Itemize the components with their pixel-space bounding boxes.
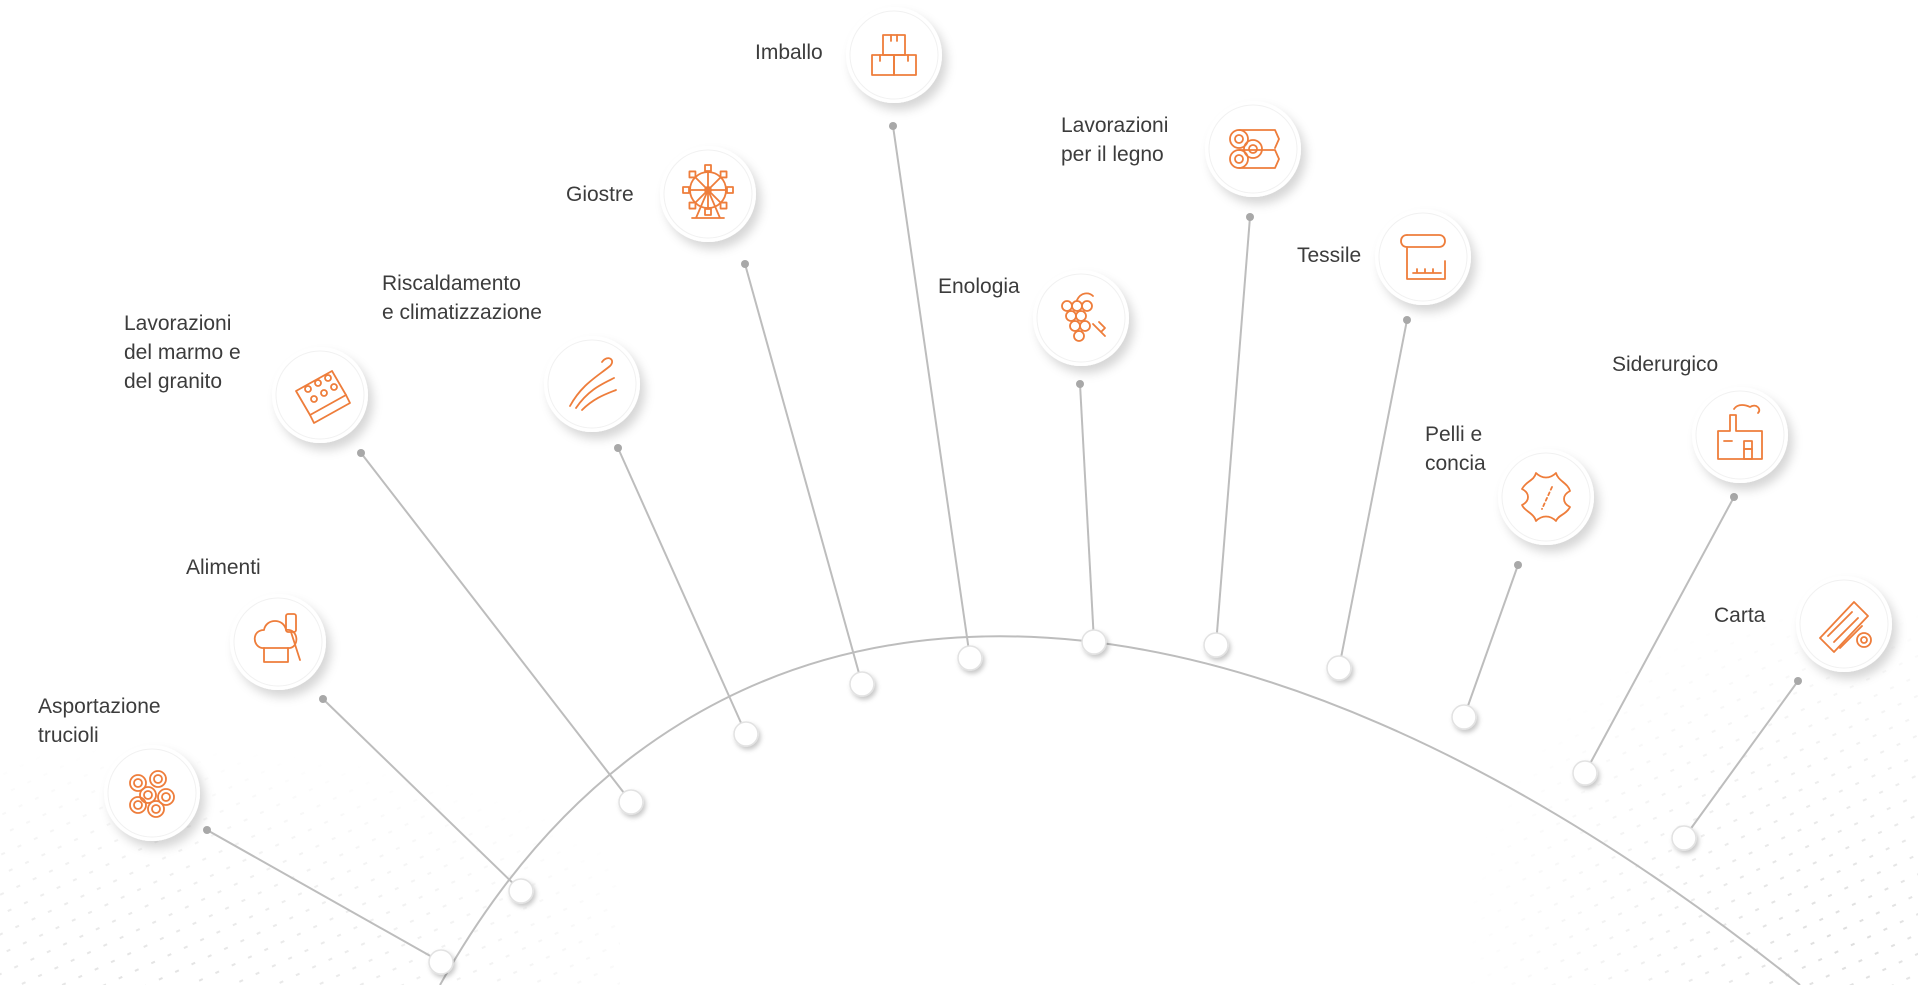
connector-dot-giostre [741, 260, 749, 268]
timeline-node-enologia[interactable] [1081, 629, 1107, 655]
sector-label-giostre[interactable]: Giostre [566, 183, 634, 206]
connector-dot-imballo [889, 122, 897, 130]
timeline-node-carta[interactable] [1671, 825, 1697, 851]
timeline-node-giostre[interactable] [849, 671, 875, 697]
sector-label-tessile[interactable]: Tessile [1297, 244, 1362, 267]
sector-badge-asportazione-trucioli[interactable] [104, 745, 200, 841]
boxes-icon [871, 34, 917, 76]
sector-label-siderurgico[interactable]: Siderurgico [1612, 353, 1719, 376]
sector-badge-giostre[interactable] [660, 146, 756, 242]
sector-label-marmo-granito[interactable]: Lavorazioni del marmo e del granito [124, 312, 241, 393]
connector-line-carta [1683, 680, 1799, 839]
sector-badge-legno[interactable] [1205, 101, 1301, 197]
sector-badge-enologia[interactable] [1033, 270, 1129, 366]
connector-line-alimenti [322, 698, 522, 892]
timeline-node-riscaldamento[interactable] [733, 721, 759, 747]
sector-badge-tessile[interactable] [1375, 209, 1471, 305]
connector-line-giostre [744, 263, 863, 685]
sector-label-alimenti[interactable]: Alimenti [186, 556, 261, 579]
connector-line-pelli-concia [1463, 564, 1519, 718]
connector-dot-legno [1246, 213, 1254, 221]
connector-line-imballo [892, 125, 971, 659]
sector-label-carta[interactable]: Carta [1714, 604, 1766, 627]
sector-badge-riscaldamento[interactable] [544, 336, 640, 432]
timeline-node-legno[interactable] [1203, 632, 1229, 658]
connector-line-marmo-granito [360, 452, 632, 803]
connector-dot-alimenti [319, 695, 327, 703]
connector-line-tessile [1338, 319, 1408, 669]
ferris-wheel-icon [682, 164, 734, 219]
sector-badge-alimenti[interactable] [230, 594, 326, 690]
sector-label-legno[interactable]: Lavorazioni per il legno [1061, 114, 1169, 166]
logs-icon [1229, 129, 1280, 169]
factory-icon [1717, 404, 1763, 460]
connector-line-riscaldamento [617, 447, 747, 735]
connector-line-legno [1215, 216, 1251, 646]
connector-dot-riscaldamento [614, 444, 622, 452]
timeline-node-alimenti[interactable] [508, 878, 534, 904]
sector-badge-imballo[interactable] [846, 7, 942, 103]
connector-dot-enologia [1076, 380, 1084, 388]
chef-hat-icon [253, 613, 301, 663]
arc-timeline [439, 635, 1801, 985]
air-flow-icon [569, 357, 617, 411]
shavings-icon [129, 770, 175, 818]
sector-label-pelli-concia[interactable]: Pelli e concia [1425, 423, 1486, 475]
timeline-node-asportazione-trucioli[interactable] [428, 949, 454, 975]
connector-dot-tessile [1403, 316, 1411, 324]
sector-label-asportazione-trucioli[interactable]: Asportazione trucioli [38, 695, 161, 747]
connector-line-asportazione-trucioli [206, 829, 442, 963]
paper-roll-icon [1819, 601, 1872, 653]
sector-label-enologia[interactable]: Enologia [938, 275, 1020, 298]
timeline-node-siderurgico[interactable] [1572, 760, 1598, 786]
sector-label-riscaldamento[interactable]: Riscaldamento e climatizzazione [382, 272, 542, 324]
connector-dot-carta [1794, 677, 1802, 685]
fabric-roll-icon [1400, 234, 1446, 280]
timeline-node-pelli-concia[interactable] [1451, 704, 1477, 730]
connector-line-enologia [1079, 383, 1095, 643]
sector-badge-carta[interactable] [1796, 576, 1892, 672]
connector-dot-siderurgico [1730, 493, 1738, 501]
sector-badge-pelli-concia[interactable] [1498, 449, 1594, 545]
stone-cutter-icon [295, 370, 351, 424]
connector-dot-pelli-concia [1514, 561, 1522, 569]
connector-dot-asportazione-trucioli [203, 826, 211, 834]
connector-line-siderurgico [1584, 496, 1735, 774]
leather-icon [1521, 472, 1571, 522]
connector-dot-marmo-granito [357, 449, 365, 457]
timeline-node-tessile[interactable] [1326, 655, 1352, 681]
sector-badge-siderurgico[interactable] [1692, 387, 1788, 483]
timeline-node-imballo[interactable] [957, 645, 983, 671]
sector-label-imballo[interactable]: Imballo [755, 41, 823, 64]
sector-badge-marmo-granito[interactable] [272, 347, 368, 443]
grapes-icon [1061, 292, 1106, 342]
dot-texture-left [0, 720, 620, 985]
timeline-node-marmo-granito[interactable] [618, 789, 644, 815]
